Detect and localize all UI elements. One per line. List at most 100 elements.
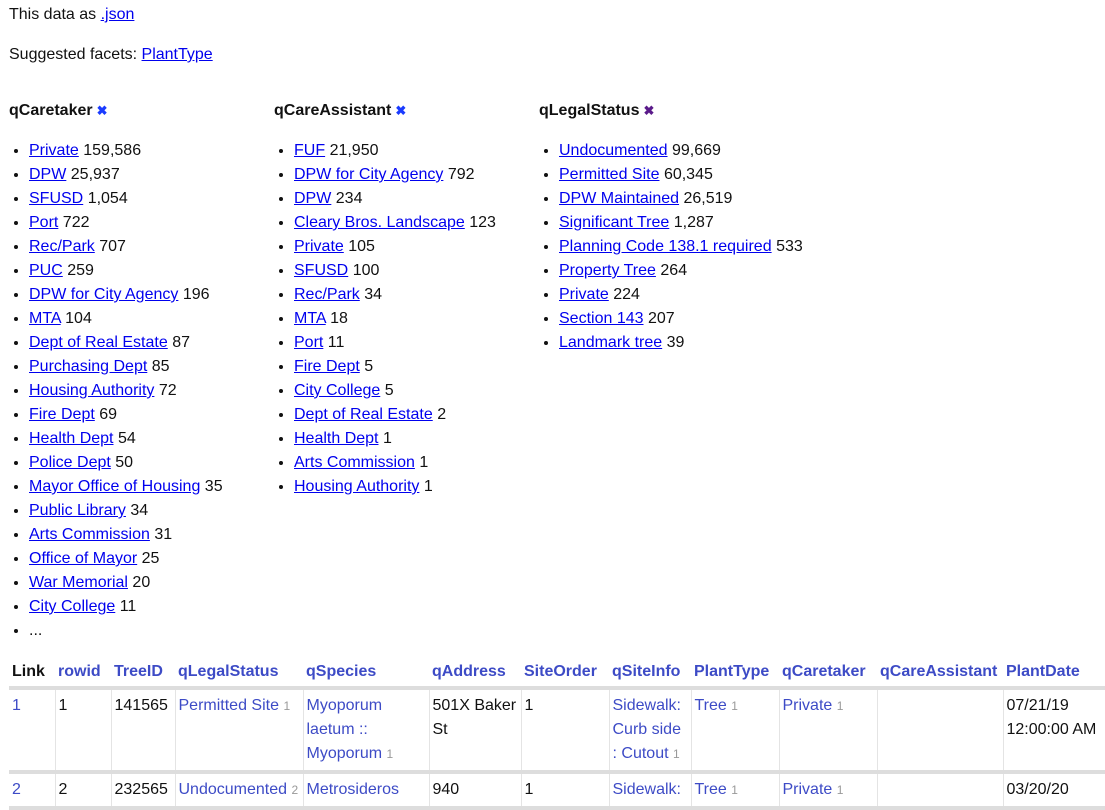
facet-item: MTA 18 bbox=[294, 307, 539, 331]
facet-link[interactable]: PUC bbox=[29, 262, 63, 279]
facet-link[interactable]: Private bbox=[559, 286, 609, 303]
facet-qLegalStatus: qLegalStatus✖ Undocumented 99,669Permitte… bbox=[539, 100, 804, 355]
facet-link[interactable]: Port bbox=[29, 214, 59, 231]
facet-link[interactable]: Mayor Office of Housing bbox=[29, 478, 201, 495]
facet-link[interactable]: Public Library bbox=[29, 502, 126, 519]
facet-link[interactable]: Fire Dept bbox=[294, 358, 360, 375]
link-link[interactable]: 1 bbox=[12, 697, 21, 714]
sort-link[interactable]: qLegalStatus bbox=[178, 663, 279, 680]
facet-link[interactable]: DPW Maintained bbox=[559, 190, 680, 207]
column-header-qSiteInfo[interactable]: qSiteInfo bbox=[609, 660, 691, 690]
column-header-qAddress[interactable]: qAddress bbox=[429, 660, 521, 690]
facet-link[interactable]: SFUSD bbox=[294, 262, 349, 279]
facet-link[interactable]: Arts Commission bbox=[29, 526, 150, 543]
data-as-line: This data as .json bbox=[9, 6, 135, 23]
planttype-link[interactable]: Tree bbox=[694, 781, 727, 798]
facet-count: 196 bbox=[182, 286, 210, 303]
facet-count: 87 bbox=[172, 334, 190, 351]
column-header-qLegalStatus[interactable]: qLegalStatus bbox=[175, 660, 303, 690]
siteinfo-link[interactable]: Sidewalk: Curb side : Cutout bbox=[612, 697, 681, 762]
cell-caretaker: Private 1 bbox=[778, 688, 877, 774]
column-header-PlantDate[interactable]: PlantDate bbox=[1003, 660, 1105, 690]
sort-link[interactable]: qCaretaker bbox=[782, 663, 866, 680]
facet-link[interactable]: Police Dept bbox=[29, 454, 111, 471]
facet-link[interactable]: Arts Commission bbox=[294, 454, 415, 471]
facet-link[interactable]: SFUSD bbox=[29, 190, 84, 207]
caretaker-link[interactable]: Private bbox=[782, 781, 833, 798]
facet-link[interactable]: Permitted Site bbox=[559, 166, 660, 183]
facet-link[interactable]: Housing Authority bbox=[294, 478, 420, 495]
sort-link[interactable]: qCareAssistant bbox=[880, 663, 998, 680]
facet-link[interactable]: MTA bbox=[29, 310, 61, 327]
facet-link[interactable]: Dept of Real Estate bbox=[29, 334, 168, 351]
sort-link[interactable]: rowid bbox=[58, 663, 101, 680]
facet-title: qLegalStatus ✖ bbox=[539, 102, 655, 119]
facet-link[interactable]: Purchasing Dept bbox=[29, 358, 148, 375]
facet-link[interactable]: DPW for City Agency bbox=[29, 286, 179, 303]
sort-link[interactable]: qSpecies bbox=[306, 663, 377, 680]
column-header-qCaretaker[interactable]: qCaretaker bbox=[779, 660, 877, 690]
link-link[interactable]: 2 bbox=[12, 781, 21, 798]
facet-link[interactable]: Dept of Real Estate bbox=[294, 406, 433, 423]
facet-link[interactable]: DPW bbox=[294, 190, 332, 207]
sort-link[interactable]: TreeID bbox=[114, 663, 163, 680]
close-icon[interactable]: ✖ bbox=[395, 103, 407, 118]
facet-link[interactable]: Private bbox=[294, 238, 344, 255]
facet-link[interactable]: Office of Mayor bbox=[29, 550, 138, 567]
facet-link[interactable]: City College bbox=[294, 382, 381, 399]
facet-link[interactable]: Significant Tree bbox=[559, 214, 670, 231]
legal-link[interactable]: Permitted Site bbox=[178, 697, 279, 714]
facet-link[interactable]: Port bbox=[294, 334, 324, 351]
sort-link[interactable]: PlantDate bbox=[1006, 663, 1080, 680]
column-header-qCareAssistant[interactable]: qCareAssistant bbox=[877, 660, 1003, 690]
facet-link[interactable]: DPW for City Agency bbox=[294, 166, 444, 183]
facet-link[interactable]: Planning Code 138.1 required bbox=[559, 238, 772, 255]
facet-link[interactable]: FUF bbox=[294, 142, 326, 159]
facet-link[interactable]: Rec/Park bbox=[29, 238, 95, 255]
sort-link[interactable]: SiteOrder bbox=[524, 663, 597, 680]
facet-link[interactable]: Fire Dept bbox=[29, 406, 95, 423]
facet-link[interactable]: Property Tree bbox=[559, 262, 656, 279]
facet-link[interactable]: MTA bbox=[294, 310, 326, 327]
facet-link[interactable]: War Memorial bbox=[29, 574, 128, 591]
facet-item: Office of Mayor 25 bbox=[29, 547, 274, 571]
siteinfo-link[interactable]: Sidewalk: bbox=[612, 781, 681, 798]
facet-count: 1 bbox=[731, 783, 738, 797]
facet-link[interactable]: City College bbox=[29, 598, 116, 615]
legal-link[interactable]: Undocumented bbox=[178, 781, 288, 798]
facet-link[interactable]: Undocumented bbox=[559, 142, 668, 159]
close-icon[interactable]: ✖ bbox=[643, 103, 655, 118]
facet-count: 533 bbox=[776, 238, 803, 255]
facet-list: Undocumented 99,669Permitted Site 60,345… bbox=[539, 139, 804, 355]
facet-qCaretaker: qCaretaker✖Private 159,586DPW 25,937SFUS… bbox=[9, 100, 274, 643]
caretaker-link[interactable]: Private bbox=[782, 697, 833, 714]
column-header-SiteOrder[interactable]: SiteOrder bbox=[521, 660, 609, 690]
facet-link[interactable]: Health Dept bbox=[29, 430, 114, 447]
species-link[interactable]: Myoporum laetum :: Myoporum bbox=[306, 697, 383, 762]
facet-link[interactable]: Section 143 bbox=[559, 310, 644, 327]
planttype-link[interactable]: Tree bbox=[694, 697, 727, 714]
column-header-rowid[interactable]: rowid bbox=[55, 660, 111, 690]
facet-link[interactable]: Health Dept bbox=[294, 430, 379, 447]
sort-link[interactable]: qAddress bbox=[432, 663, 506, 680]
close-icon[interactable]: ✖ bbox=[96, 103, 108, 118]
facet-count: 5 bbox=[384, 382, 394, 399]
json-link[interactable]: .json bbox=[100, 6, 135, 23]
species-link[interactable]: Metrosideros bbox=[306, 781, 399, 798]
facet-link[interactable]: Landmark tree bbox=[559, 334, 663, 351]
facet-link[interactable]: Cleary Bros. Landscape bbox=[294, 214, 465, 231]
facet-list: Private 159,586DPW 25,937SFUSD 1,054Port… bbox=[9, 139, 274, 643]
facet-link[interactable]: Private bbox=[29, 142, 79, 159]
column-header-TreeID[interactable]: TreeID bbox=[111, 660, 175, 690]
facet-count: 1 bbox=[731, 699, 738, 713]
facet-link[interactable]: Housing Authority bbox=[29, 382, 155, 399]
rows-table: Link rowid TreeID qLegalStatus qSpecies qAddr… bbox=[9, 660, 1105, 810]
sort-link[interactable]: PlantType bbox=[694, 663, 770, 680]
facet-link[interactable]: Rec/Park bbox=[294, 286, 360, 303]
suggested-facet-planttype[interactable]: PlantType bbox=[141, 46, 213, 63]
facet-link[interactable]: DPW bbox=[29, 166, 67, 183]
facet-count: 2 bbox=[291, 783, 299, 797]
sort-link[interactable]: qSiteInfo bbox=[612, 663, 681, 680]
column-header-qSpecies[interactable]: qSpecies bbox=[303, 660, 429, 690]
column-header-PlantType[interactable]: PlantType bbox=[691, 660, 779, 690]
